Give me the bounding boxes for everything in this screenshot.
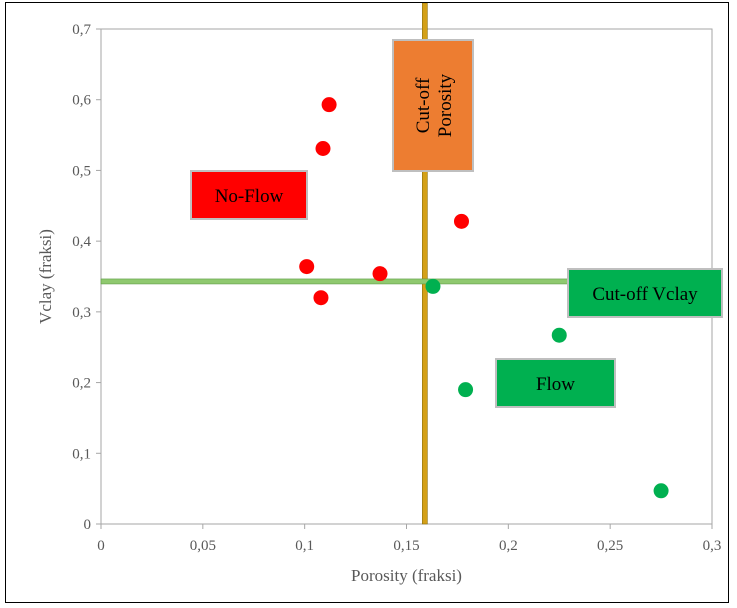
data-point — [321, 97, 337, 113]
y-tick-label: 0,3 — [72, 305, 91, 321]
data-point — [313, 290, 329, 306]
x-tick-label: 0,2 — [499, 538, 518, 554]
y-tick-label: 0 — [84, 517, 92, 533]
x-tick-label: 0,05 — [190, 538, 216, 554]
y-tick-label: 0,4 — [72, 234, 91, 250]
porosity-cutoff-line — [422, 3, 428, 525]
y-tick-label: 0,7 — [72, 22, 91, 38]
data-point — [551, 327, 567, 343]
data-point — [425, 278, 441, 294]
x-tick-label: 0 — [97, 538, 105, 554]
y-tick-label: 0,1 — [72, 446, 91, 462]
flow-label-box — [495, 358, 616, 408]
no-flow-label-box — [190, 170, 308, 220]
x-axis-title: Porosity (fraksi) — [351, 566, 462, 585]
data-point — [458, 382, 474, 398]
flow-label: Flow — [536, 374, 575, 395]
scatter-chart: 0 0,05 0,1 0,15 0,2 0,25 0,3 0 0,1 0,2 0,3 0,4 0,5 0,… — [36, 3, 723, 585]
cutoff-porosity-label: Cut-offPorosity — [413, 73, 456, 137]
x-tick-label: 0,1 — [295, 538, 314, 554]
x-tick-label: 0,25 — [597, 538, 623, 554]
y-tick-label: 0,2 — [72, 376, 91, 392]
no-flow-label: No-Flow — [215, 186, 284, 207]
x-tick-label: 0,3 — [703, 538, 722, 554]
chart-frame: 0 0,05 0,1 0,15 0,2 0,25 0,3 0 0,1 0,2 0,3 0,4 0,5 0,… — [5, 2, 729, 603]
cutoff-porosity-label-box — [392, 39, 474, 172]
y-tick-label: 0,6 — [72, 93, 91, 109]
data-point — [372, 266, 388, 282]
data-point — [453, 213, 469, 229]
y-tick-label: 0,5 — [72, 163, 91, 179]
cutoff-vclay-label: Cut-off Vclay — [592, 284, 698, 305]
data-point — [315, 141, 331, 157]
y-axis-title: Vclay (fraksi) — [36, 229, 55, 324]
x-tick-label: 0,15 — [393, 538, 419, 554]
data-point — [299, 259, 315, 275]
data-point — [653, 483, 669, 499]
cutoff-vclay-label-box — [567, 268, 723, 318]
